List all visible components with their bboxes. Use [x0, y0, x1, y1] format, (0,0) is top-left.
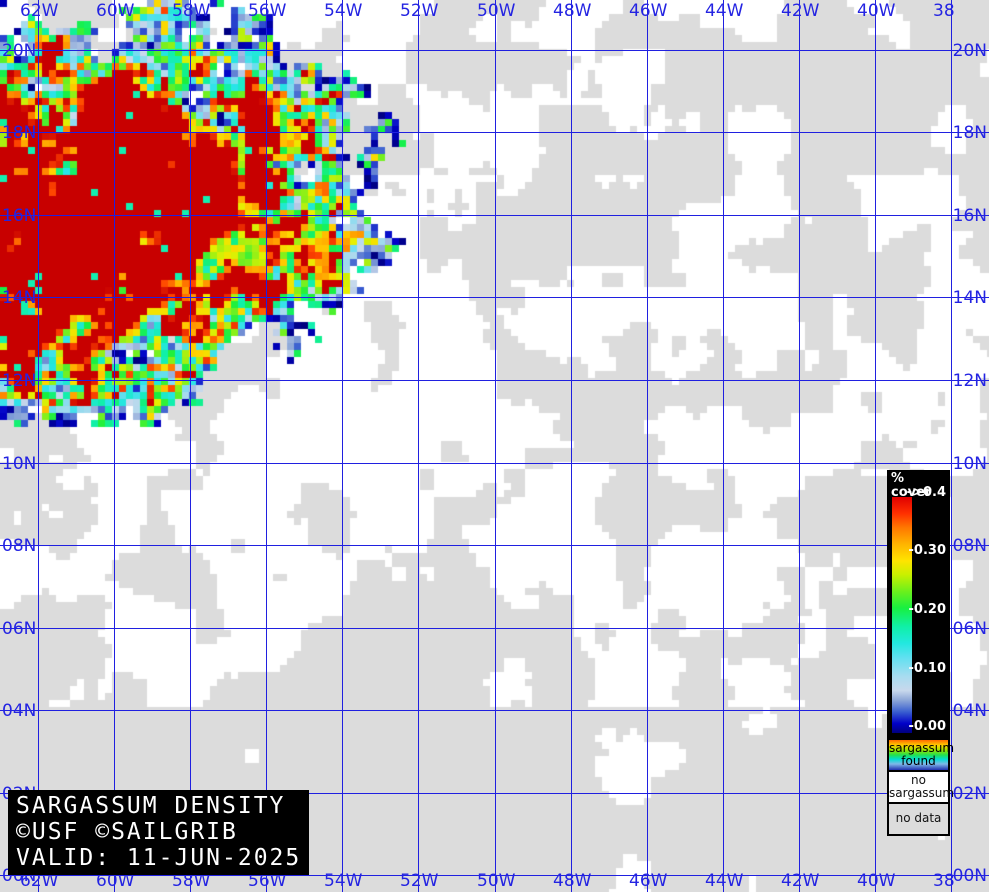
- lon-label-top-46W: 46W: [629, 1, 668, 21]
- lat-label-left-20N: 20N: [2, 41, 37, 61]
- meridian-48W: [571, 0, 572, 892]
- lon-label-bottom-54W: 54W: [324, 871, 363, 891]
- legend-swatch-sargassum-found-line2: found: [901, 754, 936, 768]
- map-title: SARGASSUM DENSITY: [16, 793, 286, 819]
- lon-label-top-38: 38: [933, 1, 955, 21]
- lon-label-bottom-60W: 60W: [96, 871, 135, 891]
- legend-swatch-no-sargassum: no sargassum: [889, 770, 955, 802]
- lon-label-top-52W: 52W: [400, 1, 439, 21]
- lat-label-left-06N: 06N: [2, 619, 37, 639]
- lon-label-bottom-44W: 44W: [705, 871, 744, 891]
- colorbar-tick-1: -0.30: [908, 543, 946, 558]
- legend-swatch-no-data-line1: no data: [895, 811, 942, 825]
- lon-label-top-56W: 56W: [248, 1, 287, 21]
- lat-label-right-08N: 08N: [952, 536, 987, 556]
- meridian-40W: [875, 0, 876, 892]
- meridian-56W: [266, 0, 267, 892]
- parallel-16N: [0, 215, 989, 216]
- meridian-62W: [38, 0, 39, 892]
- lat-label-left-10N: 10N: [2, 454, 37, 474]
- legend-swatch-sargassum-found: sargassum found: [889, 738, 955, 770]
- map-caption-block: SARGASSUM DENSITY ©USF ©SAILGRIB VALID: …: [8, 790, 310, 875]
- parallel-18N: [0, 132, 989, 133]
- meridian-52W: [418, 0, 419, 892]
- meridian-42W: [799, 0, 800, 892]
- lon-label-top-40W: 40W: [857, 1, 896, 21]
- legend-title: % cover: [891, 471, 932, 500]
- meridian-60W: [114, 0, 115, 892]
- lat-label-right-04N: 04N: [952, 701, 987, 721]
- lon-label-bottom-40W: 40W: [857, 871, 896, 891]
- lon-label-top-44W: 44W: [705, 1, 744, 21]
- parallel-0N: [0, 875, 989, 876]
- legend-swatch-sargassum-found-line1: sargassum: [889, 741, 955, 755]
- colorbar-tick-2: -0.20: [908, 602, 946, 617]
- lat-label-right-10N: 10N: [952, 454, 987, 474]
- lon-label-bottom-42W: 42W: [781, 871, 820, 891]
- lon-label-top-60W: 60W: [96, 1, 135, 21]
- meridian-50W: [495, 0, 496, 892]
- parallel-10N: [0, 463, 989, 464]
- parallel-8N: [0, 545, 989, 546]
- lat-label-left-12N: 12N: [2, 371, 37, 391]
- lon-label-top-42W: 42W: [781, 1, 820, 21]
- lon-label-top-48W: 48W: [553, 1, 592, 21]
- lon-label-bottom-56W: 56W: [248, 871, 287, 891]
- meridian-54W: [342, 0, 343, 892]
- lat-label-right-06N: 06N: [952, 619, 987, 639]
- lon-label-top-54W: 54W: [324, 1, 363, 21]
- meridian-58W: [190, 0, 191, 892]
- map-valid-date: VALID: 11-JUN-2025: [16, 845, 302, 871]
- lat-label-left-04N: 04N: [2, 701, 37, 721]
- lon-label-bottom-50W: 50W: [477, 871, 516, 891]
- colorbar-tick-4: -0.00: [908, 719, 946, 734]
- legend-swatch-no-data: no data: [889, 802, 948, 834]
- colorbar-gradient: [892, 497, 912, 733]
- legend-swatch-no-sargassum-line1: no: [911, 773, 926, 787]
- lat-label-right-14N: 14N: [952, 288, 987, 308]
- meridian-44W: [723, 0, 724, 892]
- lon-label-bottom-48W: 48W: [553, 871, 592, 891]
- meridian-38W: [951, 0, 952, 892]
- colorbar-tick-0: ->0.4: [906, 485, 946, 500]
- parallel-20N: [0, 50, 989, 51]
- lon-label-bottom-46W: 46W: [629, 871, 668, 891]
- lon-label-top-62W: 62W: [20, 1, 59, 21]
- legend-swatch-no-sargassum-line2: sargassum: [889, 786, 955, 800]
- colorbar-tick-3: -0.10: [908, 661, 946, 676]
- lon-label-top-58W: 58W: [172, 1, 211, 21]
- colorbar-legend: % cover ->0.4 -0.30 -0.20 -0.10 -0.00 sa…: [887, 470, 955, 836]
- lat-label-right-16N: 16N: [952, 206, 987, 226]
- lat-label-left-18N: 18N: [2, 123, 37, 143]
- parallel-6N: [0, 628, 989, 629]
- lat-label-left-08N: 08N: [2, 536, 37, 556]
- lon-label-bottom-38: 38: [933, 871, 955, 891]
- lat-label-left-16N: 16N: [2, 206, 37, 226]
- lat-label-right-12N: 12N: [952, 371, 987, 391]
- lon-label-bottom-58W: 58W: [172, 871, 211, 891]
- lon-label-bottom-62W: 62W: [20, 871, 59, 891]
- parallel-12N: [0, 380, 989, 381]
- lon-label-top-50W: 50W: [477, 1, 516, 21]
- lat-label-right-02N: 02N: [952, 784, 987, 804]
- lat-label-left-14N: 14N: [2, 288, 37, 308]
- meridian-46W: [647, 0, 648, 892]
- lat-label-right-20N: 20N: [952, 41, 987, 61]
- lat-label-right-18N: 18N: [952, 123, 987, 143]
- colorbar-panel: % cover ->0.4 -0.30 -0.20 -0.10 -0.00: [889, 472, 948, 738]
- parallel-14N: [0, 297, 989, 298]
- parallel-4N: [0, 710, 989, 711]
- lat-label-right-00N: 00N: [952, 866, 987, 886]
- parallel-2N: [0, 793, 989, 794]
- lon-label-bottom-52W: 52W: [400, 871, 439, 891]
- map-credit: ©USF ©SAILGRIB: [16, 819, 238, 845]
